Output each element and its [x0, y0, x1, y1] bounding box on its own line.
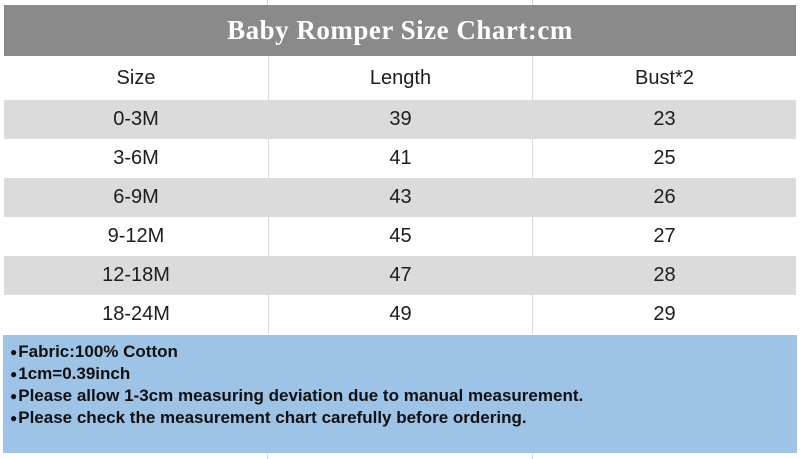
column-header-bust: Bust*2	[635, 66, 694, 89]
cell-bust: 26	[653, 186, 676, 208]
cell-size: 6-9M	[113, 186, 159, 208]
grid-tick	[532, 454, 533, 459]
grid-tick	[267, 454, 268, 459]
note-text: Fabric:100% Cotton	[18, 342, 178, 361]
cell-length: 45	[268, 217, 533, 256]
grid-tick	[267, 0, 268, 5]
cell-length: 47	[389, 264, 412, 286]
size-table: Size Length Bust*2 0-3M 39 23 3-6M 41 25…	[4, 56, 796, 334]
cell-size: 9-12M	[107, 225, 165, 247]
note-text: Please allow 1-3cm measuring deviation d…	[18, 386, 584, 405]
note-text: Please check the measurement chart caref…	[18, 408, 527, 427]
cell-bust: 23	[653, 108, 676, 130]
cell-size: 12-18M	[102, 264, 170, 286]
notes-panel: ●Fabric:100% Cotton ●1cm=0.39inch ●Pleas…	[3, 335, 797, 453]
table-row: 9-12M 45 27	[4, 217, 796, 256]
bullet-icon: ●	[10, 367, 18, 381]
cell-bust: 28	[653, 264, 676, 286]
note-unit-conversion: ●1cm=0.39inch	[10, 363, 789, 385]
cell-bust: 29	[653, 303, 676, 325]
table-row: 6-9M 43 26	[4, 178, 796, 217]
note-text: 1cm=0.39inch	[18, 364, 131, 383]
chart-title: Baby Romper Size Chart:cm	[227, 15, 573, 45]
table-header-row: Size Length Bust*2	[4, 56, 796, 100]
cell-bust: 25	[653, 147, 676, 169]
bullet-icon: ●	[10, 345, 18, 359]
cell-length: 49	[268, 295, 533, 334]
note-measuring-deviation: ●Please allow 1-3cm measuring deviation …	[10, 385, 789, 407]
note-fabric: ●Fabric:100% Cotton	[10, 341, 789, 363]
cell-size: 18-24M	[102, 303, 170, 325]
chart-title-bar: Baby Romper Size Chart:cm	[4, 5, 796, 56]
table-row: 0-3M 39 23	[4, 100, 796, 139]
note-check-chart: ●Please check the measurement chart care…	[10, 407, 789, 429]
cell-length: 43	[389, 186, 412, 208]
cell-length: 39	[389, 108, 412, 130]
bullet-icon: ●	[10, 411, 18, 425]
grid-tick	[532, 0, 533, 5]
cell-length: 41	[268, 139, 533, 178]
table-row: 18-24M 49 29	[4, 295, 796, 334]
column-header-length: Length	[268, 56, 533, 100]
table-row: 3-6M 41 25	[4, 139, 796, 178]
table-row: 12-18M 47 28	[4, 256, 796, 295]
bullet-icon: ●	[10, 389, 18, 403]
column-header-size: Size	[116, 66, 156, 89]
cell-size: 3-6M	[113, 147, 159, 169]
cell-size: 0-3M	[113, 108, 159, 130]
cell-bust: 27	[653, 225, 676, 247]
